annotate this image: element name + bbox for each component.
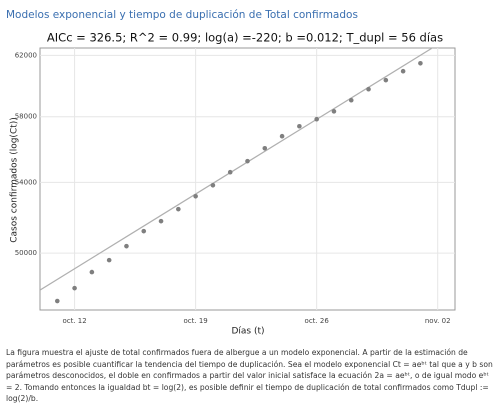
point bbox=[297, 123, 302, 129]
point bbox=[176, 206, 181, 212]
point bbox=[331, 109, 337, 114]
point bbox=[262, 145, 268, 151]
point bbox=[193, 193, 198, 199]
point bbox=[227, 169, 233, 175]
y-tick-label: 58000 bbox=[15, 113, 37, 121]
y-tick-label: 62000 bbox=[15, 51, 37, 59]
point bbox=[89, 269, 95, 275]
x-tick-label: nov. 02 bbox=[425, 317, 451, 325]
y-tick-label: 50000 bbox=[15, 249, 37, 257]
point bbox=[400, 68, 406, 74]
y-tick-label: 54000 bbox=[15, 178, 37, 186]
plot-area bbox=[40, 48, 434, 304]
x-axis-label: Días (t) bbox=[231, 327, 264, 337]
point bbox=[366, 86, 371, 92]
point bbox=[383, 77, 389, 83]
plot-frame bbox=[39, 47, 456, 311]
y-axis-label: Casos confirmados (log(Ct)) bbox=[10, 117, 20, 243]
point bbox=[72, 285, 77, 291]
point bbox=[158, 218, 164, 224]
x-tick-label: oct. 19 bbox=[184, 317, 208, 325]
point bbox=[141, 228, 147, 234]
caption: La figura muestra el ajuste de total con… bbox=[6, 348, 493, 403]
trend-line bbox=[40, 48, 434, 291]
point bbox=[106, 257, 112, 263]
point bbox=[279, 133, 285, 139]
point bbox=[54, 298, 60, 304]
point bbox=[418, 60, 423, 66]
page-title: Modelos exponencial y tiempo de duplicac… bbox=[6, 9, 358, 21]
chart-title: AICc = 326.5; R^2 = 0.99; log(a) =-220; … bbox=[47, 31, 443, 45]
chart: AICc = 326.5; R^2 = 0.99; log(a) =-220; … bbox=[10, 31, 456, 337]
point bbox=[210, 182, 216, 188]
point bbox=[348, 97, 354, 103]
x-tick-label: oct. 26 bbox=[305, 317, 330, 325]
point bbox=[314, 116, 319, 122]
x-tick-label: oct. 12 bbox=[62, 317, 86, 325]
point bbox=[245, 158, 250, 164]
point bbox=[124, 243, 129, 249]
